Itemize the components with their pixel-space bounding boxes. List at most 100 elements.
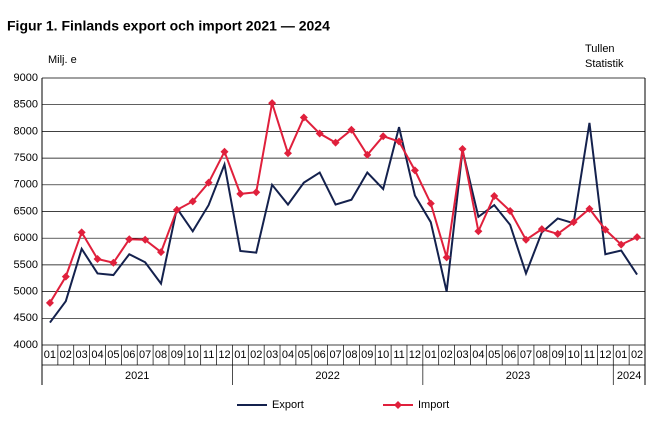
legend-label: Import [418, 399, 449, 411]
y-tick-label: 4000 [14, 339, 38, 351]
point [585, 204, 594, 213]
point [633, 233, 642, 242]
x-tick-label: 02 [441, 349, 453, 361]
x-tick-label: 02 [60, 349, 72, 361]
x-tick-label: 02 [631, 349, 643, 361]
y-tick-label: 7500 [14, 152, 38, 164]
x-tick-label: 05 [298, 349, 310, 361]
point [109, 258, 118, 267]
point [188, 197, 197, 206]
point [442, 253, 451, 262]
point [315, 129, 324, 138]
x-tick-label: 11 [203, 349, 214, 361]
x-group-label: 2021 [125, 370, 149, 382]
series-line [49, 102, 638, 304]
point [299, 113, 308, 122]
chart-title: Figur 1. Finlands export och import 2021… [7, 18, 330, 34]
point [252, 188, 261, 197]
point [125, 235, 134, 244]
series-line [49, 122, 638, 324]
point [93, 255, 102, 264]
point [379, 132, 388, 141]
x-tick-label: 09 [171, 349, 183, 361]
x-tick-label: 03 [456, 349, 468, 361]
point [426, 199, 435, 208]
x-tick-label: 11 [393, 349, 404, 361]
y-tick-label: 5000 [14, 286, 38, 298]
legend-marker [394, 401, 402, 409]
source: Statistik [585, 58, 624, 70]
x-tick-label: 04 [282, 349, 294, 361]
x-tick-label: 09 [361, 349, 373, 361]
x-tick-label: 07 [520, 349, 532, 361]
x-group-label: 2024 [617, 370, 641, 382]
x-tick-label: 10 [377, 349, 389, 361]
point [490, 192, 499, 201]
point [617, 240, 626, 249]
point [45, 298, 54, 307]
x-tick-label: 08 [536, 349, 548, 361]
point [553, 229, 562, 238]
point [395, 137, 404, 146]
x-tick-label: 02 [250, 349, 262, 361]
x-tick-label: 01 [615, 349, 627, 361]
y-tick-label: 9000 [14, 72, 38, 84]
x-tick-label: 10 [567, 349, 579, 361]
x-tick-label: 04 [472, 349, 484, 361]
point [410, 166, 419, 175]
point [347, 125, 356, 134]
x-tick-label: 01 [425, 349, 437, 361]
x-tick-label: 01 [44, 349, 56, 361]
point [236, 189, 245, 198]
x-tick-label: 06 [123, 349, 135, 361]
source: Tullen [585, 43, 615, 55]
point [204, 178, 213, 187]
y-tick-label: 4500 [14, 312, 38, 324]
point [537, 225, 546, 234]
y-tick-label: 6500 [14, 205, 38, 217]
point [331, 138, 340, 147]
y-axis-label: Milj. e [48, 54, 77, 66]
point [458, 145, 467, 154]
y-tick-label: 7000 [14, 179, 38, 191]
point [141, 235, 150, 244]
x-tick-label: 03 [76, 349, 88, 361]
x-tick-label: 12 [409, 349, 421, 361]
x-tick-label: 03 [266, 349, 278, 361]
point [521, 235, 530, 244]
x-group-label: 2023 [506, 370, 530, 382]
x-tick-label: 09 [552, 349, 564, 361]
x-tick-label: 08 [155, 349, 167, 361]
point [363, 150, 372, 159]
point [601, 225, 610, 234]
point [283, 149, 292, 158]
x-tick-label: 07 [329, 349, 341, 361]
x-tick-label: 06 [314, 349, 326, 361]
x-group-label: 2022 [315, 370, 339, 382]
x-tick-label: 05 [488, 349, 500, 361]
legend-label: Export [272, 399, 304, 411]
point [157, 248, 166, 257]
point [506, 206, 515, 215]
point [61, 272, 70, 281]
point [268, 99, 277, 108]
point [77, 228, 86, 237]
x-tick-label: 01 [234, 349, 246, 361]
point [474, 227, 483, 236]
y-tick-label: 8500 [14, 99, 38, 111]
y-tick-label: 6000 [14, 232, 38, 244]
x-tick-label: 08 [345, 349, 357, 361]
point [172, 205, 181, 214]
x-tick-label: 06 [504, 349, 516, 361]
x-tick-label: 05 [107, 349, 119, 361]
y-tick-label: 8000 [14, 125, 38, 137]
y-tick-label: 5500 [14, 259, 38, 271]
x-tick-label: 07 [139, 349, 151, 361]
x-tick-label: 10 [187, 349, 199, 361]
point [569, 218, 578, 227]
x-tick-label: 12 [599, 349, 611, 361]
point [220, 147, 229, 156]
x-tick-label: 11 [584, 349, 595, 361]
x-tick-label: 12 [218, 349, 230, 361]
